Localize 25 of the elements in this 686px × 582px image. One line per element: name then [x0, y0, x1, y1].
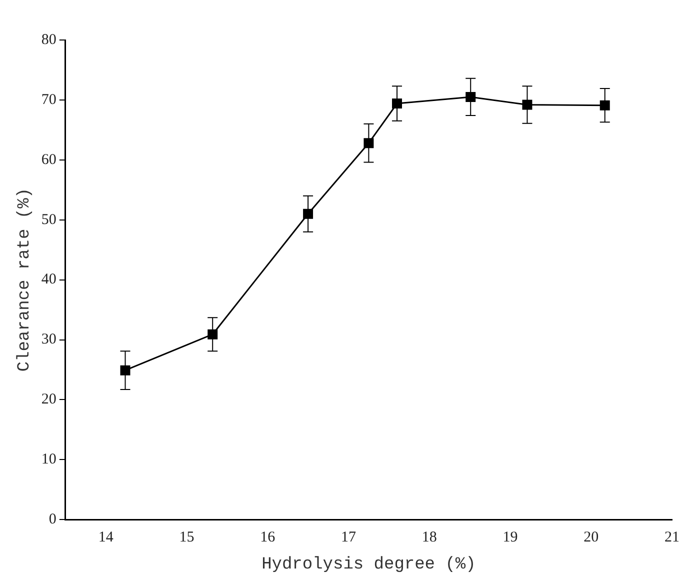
- y-tick-label: 50: [41, 212, 56, 228]
- point: [303, 208, 314, 219]
- x-tick-label: 16: [260, 530, 276, 546]
- point: [600, 100, 610, 110]
- y-tick-label: 20: [41, 392, 56, 408]
- y-tick-label: 30: [41, 332, 56, 348]
- y-tick-label: 0: [48, 512, 56, 528]
- x-tick-label: 21: [664, 530, 680, 546]
- x-tick-label: 20: [584, 530, 599, 546]
- point: [364, 138, 374, 148]
- x-tick-label: 19: [502, 530, 518, 546]
- y-axis-title: Clearance rate (%): [16, 188, 35, 372]
- x-tick-label: 14: [98, 530, 114, 546]
- y-tick-label: 10: [41, 452, 56, 468]
- x-axis-title: Hydrolysis degree (%): [262, 555, 476, 574]
- point: [392, 98, 402, 109]
- x-tick-label: 18: [422, 530, 437, 546]
- x-tick-label: 15: [179, 530, 194, 546]
- y-tick-label: 40: [41, 272, 56, 288]
- point: [466, 92, 476, 102]
- point: [208, 329, 218, 340]
- y-tick-label: 80: [41, 32, 56, 48]
- x-tick-label: 17: [340, 530, 356, 546]
- y-tick-label: 70: [41, 92, 56, 108]
- y-tick-label: 60: [41, 152, 56, 168]
